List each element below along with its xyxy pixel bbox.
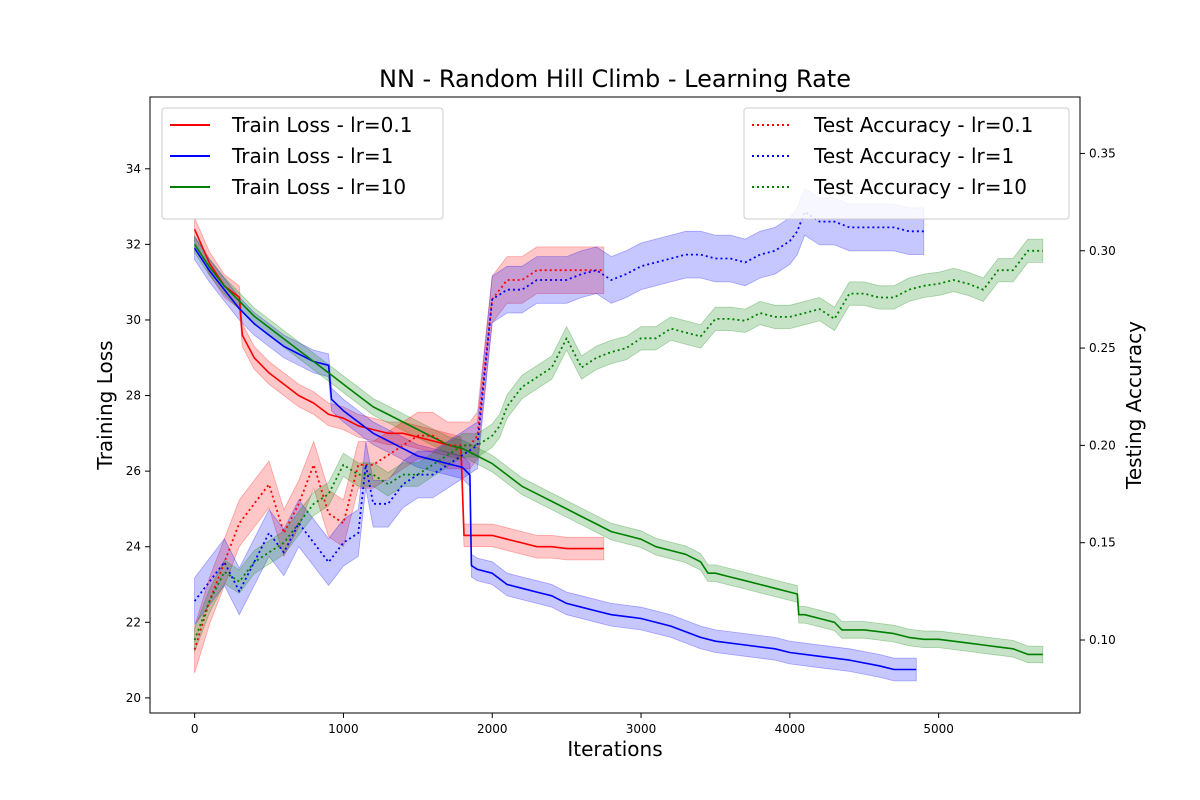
test-accuracy-4-line	[193, 210, 924, 602]
series-lines	[193, 210, 1043, 671]
legend-left-label: Train Loss - lr=10	[231, 175, 406, 199]
y-tick-label-left: 28	[126, 389, 141, 403]
y-tick-label-left: 24	[126, 540, 141, 554]
test-accuracy-3-band	[194, 246, 605, 674]
train-loss-2-line	[193, 243, 1043, 656]
x-tick-label: 5000	[923, 722, 954, 736]
y-axis-right: 0.10 0.15 0.20 0.25 0.30 0.35	[1080, 146, 1116, 647]
legend-right-label: Test Accuracy - lr=0.1	[813, 113, 1033, 137]
test-accuracy-5-line	[193, 249, 1043, 641]
x-tick-label: 1000	[328, 722, 359, 736]
legend-right-label: Test Accuracy - lr=1	[813, 144, 1014, 168]
x-tick-label: 2000	[477, 722, 508, 736]
confidence-bands	[194, 187, 1044, 682]
legend-right-label: Test Accuracy - lr=10	[813, 175, 1027, 199]
x-axis: 0 1000 2000 3000 4000 5000	[191, 713, 954, 736]
train-loss-1-line	[193, 247, 917, 671]
y-tick-label-right: 0.35	[1089, 146, 1116, 160]
x-tick-label: 4000	[775, 722, 806, 736]
train-loss-1-band	[194, 235, 917, 682]
y-axis-label-left: Training Loss	[93, 340, 117, 470]
y-tick-label-left: 34	[126, 162, 141, 176]
legend-left: Train Loss - lr=0.1 Train Loss - lr=1 Trai…	[161, 107, 444, 220]
x-axis-label: Iterations	[567, 737, 662, 761]
test-accuracy-3-line	[193, 269, 604, 650]
plot-frame	[149, 96, 1081, 714]
y-tick-label-right: 0.10	[1089, 633, 1116, 647]
train-loss-0-line	[193, 228, 604, 550]
test-accuracy-5-band	[194, 238, 1044, 652]
x-tick-label: 0	[191, 722, 199, 736]
y-tick-label-left: 20	[126, 691, 141, 705]
y-tick-label-right: 0.20	[1089, 438, 1116, 452]
y-axis-left: 20 22 24 26 28 30 32 34	[126, 162, 150, 705]
legend-right-box	[743, 107, 1070, 220]
y-tick-label-right: 0.25	[1089, 341, 1116, 355]
y-tick-label-right: 0.30	[1089, 244, 1116, 258]
y-tick-label-left: 30	[126, 313, 141, 327]
y-axis-label-right: Testing Accuracy	[1122, 321, 1146, 490]
x-tick-label: 3000	[626, 722, 657, 736]
y-tick-label-left: 32	[126, 237, 141, 251]
legend-left-label: Train Loss - lr=0.1	[231, 113, 413, 137]
train-loss-2-band	[194, 234, 1044, 664]
chart-title: NN - Random Hill Climb - Learning Rate	[379, 65, 851, 93]
y-tick-label-left: 26	[126, 464, 141, 478]
legend-right: Test Accuracy - lr=0.1 Test Accuracy - lr…	[743, 107, 1070, 220]
legend-left-box	[161, 107, 444, 220]
y-tick-label-right: 0.15	[1089, 536, 1116, 550]
test-accuracy-4-band	[194, 187, 925, 626]
train-loss-0-band	[194, 217, 605, 561]
legend-left-label: Train Loss - lr=1	[231, 144, 393, 168]
y-tick-label-left: 22	[126, 615, 141, 629]
